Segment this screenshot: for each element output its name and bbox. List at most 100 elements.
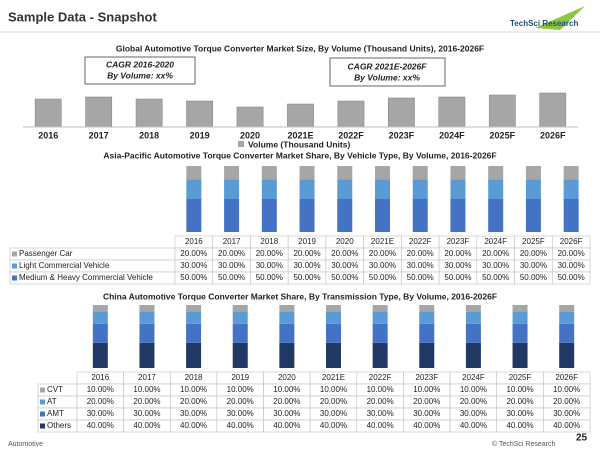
bar-segment (419, 323, 435, 343)
legend-marker (238, 141, 244, 147)
callout-text: By Volume: xx% (107, 70, 173, 80)
bar (539, 92, 567, 128)
table-value: 50.00% (558, 273, 585, 282)
bar-segment (186, 305, 202, 312)
table-value: 30.00% (256, 261, 283, 270)
table-value: 40.00% (367, 421, 394, 430)
bar-segment (261, 166, 277, 180)
legend-marker (40, 411, 45, 417)
table-value: 30.00% (293, 261, 320, 270)
table-value: 10.00% (553, 385, 580, 394)
x-tick-label: 2026F (540, 130, 566, 140)
bar-segment (525, 166, 541, 180)
table-value: 20.00% (133, 397, 160, 406)
bar-segment (375, 199, 390, 232)
table-value: 40.00% (506, 421, 533, 430)
bar-segment (488, 166, 504, 180)
table-value: 20.00% (87, 397, 114, 406)
bar-segment (186, 311, 202, 324)
bar-segment (139, 305, 155, 312)
bar-segment (279, 311, 295, 324)
table-header: 2020 (278, 373, 296, 382)
bar-segment (337, 166, 353, 180)
bar-segment (559, 305, 575, 312)
table-value: 20.00% (407, 249, 434, 258)
callout-title: CAGR 2021E-2026F (348, 61, 428, 71)
table-value: 50.00% (482, 273, 509, 282)
slide-title: Sample Data - Snapshot (8, 9, 157, 24)
x-tick-label: 2023F (389, 130, 415, 140)
bar (337, 100, 365, 128)
table-header: 2018 (260, 237, 278, 246)
bar-segment (372, 342, 388, 368)
table-value: 20.00% (413, 397, 440, 406)
bar-segment (488, 179, 504, 199)
bar-segment (186, 323, 202, 343)
table-header: 2023F (447, 237, 470, 246)
table-value: 40.00% (553, 421, 580, 430)
table-header: 2025F (522, 237, 545, 246)
bar-segment (372, 323, 388, 343)
table-value: 20.00% (180, 397, 207, 406)
table-value: 50.00% (293, 273, 320, 282)
table-value: 50.00% (407, 273, 434, 282)
table-value: 40.00% (180, 421, 207, 430)
table-header: 2024F (484, 237, 507, 246)
table-value: 10.00% (460, 385, 487, 394)
x-tick-label: 2024F (439, 130, 465, 140)
table-header: 2019 (231, 373, 249, 382)
x-tick-label: 2022F (338, 130, 364, 140)
table-value: 30.00% (444, 261, 471, 270)
table-header: 2016 (91, 373, 109, 382)
bar-segment (465, 311, 481, 324)
bar-segment (465, 342, 481, 368)
bar-segment (139, 311, 155, 324)
table-value: 10.00% (506, 385, 533, 394)
table-header: 2017 (138, 373, 156, 382)
bar-segment (488, 199, 504, 232)
table-value: 10.00% (180, 385, 207, 394)
table-value: 50.00% (520, 273, 547, 282)
bar-segment (419, 311, 435, 324)
callout (84, 56, 196, 85)
chart-title: Asia-Pacific Automotive Torque Converter… (103, 150, 496, 160)
bar-segment (512, 311, 528, 324)
bar (135, 98, 163, 128)
row-label: AT (47, 397, 57, 406)
legend-marker (12, 263, 17, 269)
bar-segment (139, 323, 155, 343)
table-cell (551, 271, 591, 285)
callout-text: By Volume: xx% (354, 72, 420, 82)
callout-title: CAGR 2016-2020 (106, 59, 174, 69)
x-tick-label: 2016 (38, 130, 58, 140)
chart-title: Global Automotive Torque Converter Marke… (116, 43, 484, 53)
table-value: 10.00% (273, 385, 300, 394)
bar-segment (412, 166, 428, 180)
bar-segment (224, 166, 240, 180)
table-value: 30.00% (482, 261, 509, 270)
table-header: 2022F (369, 373, 392, 382)
table-value: 40.00% (460, 421, 487, 430)
bar-segment (186, 166, 202, 180)
bar-segment (372, 305, 388, 312)
table-value: 20.00% (293, 249, 320, 258)
table-value: 10.00% (413, 385, 440, 394)
legend-marker (40, 387, 45, 393)
bar (186, 100, 213, 128)
table-value: 50.00% (218, 273, 245, 282)
bar (85, 96, 113, 128)
footer-left: Automotive (8, 441, 43, 448)
table-value: 30.00% (133, 409, 160, 418)
bar (236, 106, 264, 128)
bar-segment (232, 342, 248, 368)
bar-segment (299, 199, 315, 232)
row-label: AMT (47, 409, 64, 418)
table-value: 40.00% (227, 421, 254, 430)
row-label: Medium & Heavy Commercial Vehicle (19, 273, 153, 282)
table-header: 2021E (322, 373, 345, 382)
table-value: 20.00% (273, 397, 300, 406)
bar-segment (261, 179, 277, 199)
x-tick-label: 2017 (89, 130, 109, 140)
table-header: 2022F (409, 237, 432, 246)
